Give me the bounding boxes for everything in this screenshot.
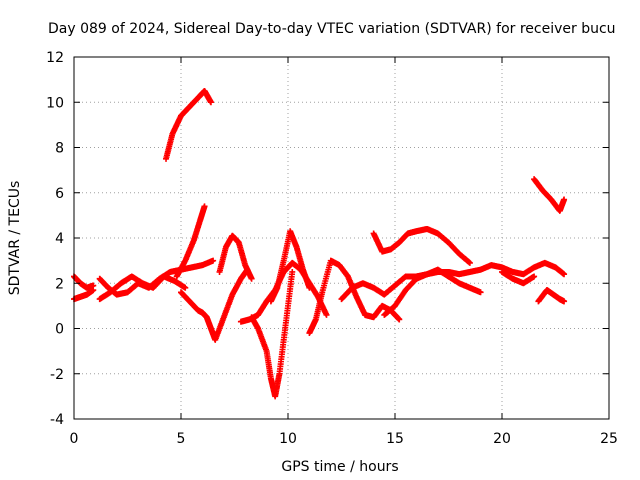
series-arc-5: [163, 87, 214, 162]
y-tick-label: 10: [46, 95, 64, 111]
y-tick-label: -2: [50, 367, 64, 383]
y-tick-label: 2: [55, 276, 64, 292]
y-tick-label: 0: [55, 322, 64, 338]
x-tick-label: 5: [177, 431, 186, 447]
series-arc-2: [71, 287, 97, 303]
y-tick-label: 12: [46, 50, 64, 66]
grid-lines: [74, 57, 609, 419]
y-tick-label: 4: [55, 231, 64, 247]
x-tick-label: 10: [279, 431, 297, 447]
chart-title: Day 089 of 2024, Sidereal Day-to-day VTE…: [48, 21, 616, 37]
series-arc-6: [178, 266, 251, 343]
series-arc-4: [96, 273, 189, 303]
x-tick-label: 25: [600, 431, 618, 447]
series-arc-14: [370, 225, 473, 266]
y-tick-label: -4: [50, 412, 64, 428]
series-arc-12: [306, 257, 403, 337]
data-points: [71, 87, 568, 400]
series-arc-9: [248, 268, 296, 400]
series-arc-15: [381, 266, 484, 318]
y-tick-label: 8: [55, 141, 64, 157]
series-arc-7: [173, 203, 208, 280]
series-arc-11: [267, 228, 313, 305]
x-tick-label: 15: [386, 431, 404, 447]
x-axis-ticks: 0 5 10 15 20 25: [70, 57, 618, 447]
y-axis-label: SDTVAR / TECUs: [7, 181, 23, 296]
x-axis-label: GPS time / hours: [281, 459, 398, 475]
x-tick-label: 20: [493, 431, 511, 447]
series-arc-18: [535, 287, 568, 305]
y-axis-ticks: -4 -2 0 2 4 6 8 10 12: [46, 50, 609, 428]
series-arc-16: [499, 268, 538, 287]
x-tick-label: 0: [70, 431, 79, 447]
y-tick-label: 6: [55, 186, 64, 202]
series-arc-8: [216, 232, 255, 282]
series-arc-17: [531, 176, 568, 214]
